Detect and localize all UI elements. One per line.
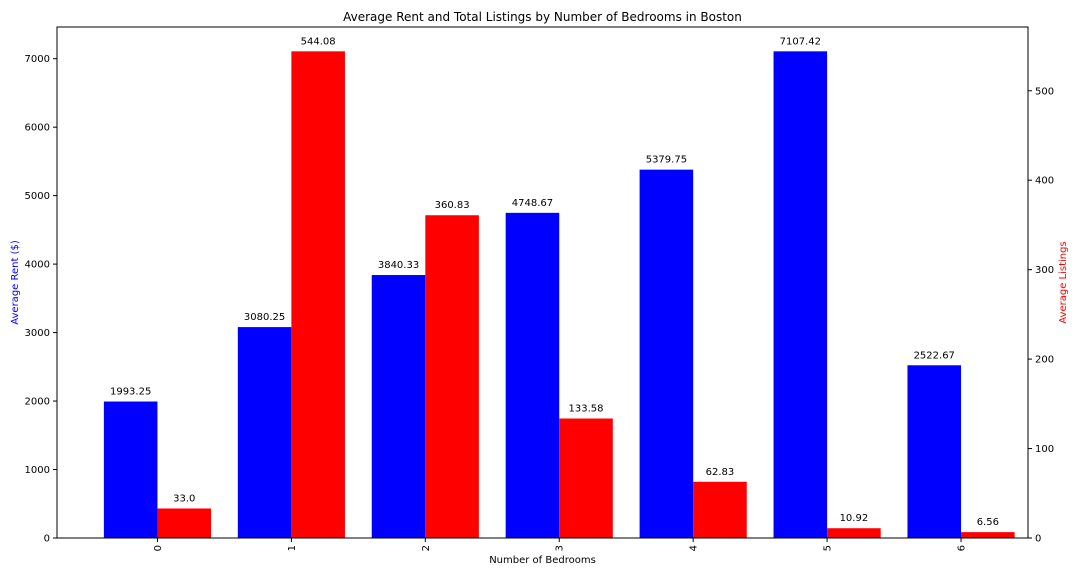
bar-left-1 xyxy=(237,327,292,538)
bar-right-0 xyxy=(157,508,212,538)
bar-right-2 xyxy=(425,215,479,539)
y-right-tick-label-400: 400 xyxy=(1035,176,1054,187)
x-tick-label-3: 3 xyxy=(555,545,566,551)
data-label-left-4: 5379.75 xyxy=(646,155,687,166)
y-left-tick-label-1000: 1000 xyxy=(25,465,50,476)
y-left-tick-label-7000: 7000 xyxy=(25,54,50,65)
data-label-left-2: 3840.33 xyxy=(378,260,419,271)
data-label-left-1: 3080.25 xyxy=(244,312,285,323)
y-left-tick-label-0: 0 xyxy=(44,534,50,545)
bar-left-5 xyxy=(773,51,828,539)
y-axis-label-right: Average Listings xyxy=(1058,241,1069,323)
bar-left-2 xyxy=(371,275,426,538)
data-label-right-5: 10.92 xyxy=(840,513,869,524)
y-axis-label-left: Average Rent ($) xyxy=(10,240,21,325)
y-right-tick-label-300: 300 xyxy=(1035,265,1054,276)
data-label-right-2: 360.83 xyxy=(435,200,470,211)
bar-right-6 xyxy=(961,532,1015,538)
x-tick-label-4: 4 xyxy=(689,545,700,551)
plot-frame xyxy=(56,26,1029,539)
y-right-tick-label-500: 500 xyxy=(1035,86,1054,97)
chart-title: Average Rent and Total Listings by Numbe… xyxy=(343,10,742,24)
data-label-left-0: 1993.25 xyxy=(110,387,151,398)
y-right-tick-label-100: 100 xyxy=(1035,444,1054,455)
bar-right-1 xyxy=(291,51,345,538)
bar-left-3 xyxy=(505,212,560,539)
y-left-tick-label-5000: 5000 xyxy=(25,191,50,202)
bars-layer xyxy=(103,51,1015,539)
y-left-tick-label-6000: 6000 xyxy=(25,123,50,134)
x-axis-label: Number of Bedrooms xyxy=(489,555,596,566)
bar-left-4 xyxy=(639,169,694,538)
x-tick-label-2: 2 xyxy=(421,545,432,551)
bar-right-4 xyxy=(693,481,747,538)
data-labels-layer: 1993.25 3080.25 3840.33 4748.67 5379.75 7107.… xyxy=(110,36,999,528)
data-label-left-5: 7107.42 xyxy=(780,36,821,47)
x-tick-label-6: 6 xyxy=(957,545,968,551)
x-tick-label-0: 0 xyxy=(153,545,164,551)
y-left-tick-label-2000: 2000 xyxy=(25,397,50,408)
data-label-right-0: 33.0 xyxy=(173,493,195,504)
y-right-tick-label-200: 200 xyxy=(1035,355,1054,366)
x-tick-label-5: 5 xyxy=(823,545,834,551)
bar-left-0 xyxy=(103,401,158,538)
bar-left-6 xyxy=(907,365,962,538)
y-left-tick-label-3000: 3000 xyxy=(25,328,50,339)
x-tick-label-1: 1 xyxy=(287,545,298,551)
data-label-right-4: 62.83 xyxy=(706,467,735,478)
data-label-right-3: 133.58 xyxy=(569,404,604,415)
data-label-left-3: 4748.67 xyxy=(512,198,553,209)
bar-right-3 xyxy=(559,418,613,538)
data-label-right-6: 6.56 xyxy=(977,517,999,528)
y-right-tick-label-0: 0 xyxy=(1035,534,1041,545)
ticks-layer: 0 1 2 3 4 5 6 0 1000 2000 3000 4000 5000 6000 7000 0 100… xyxy=(25,54,1055,551)
data-label-right-1: 544.08 xyxy=(301,36,336,47)
bar-right-5 xyxy=(827,528,881,538)
y-left-tick-label-4000: 4000 xyxy=(25,260,50,271)
data-label-left-6: 2522.67 xyxy=(914,350,955,361)
